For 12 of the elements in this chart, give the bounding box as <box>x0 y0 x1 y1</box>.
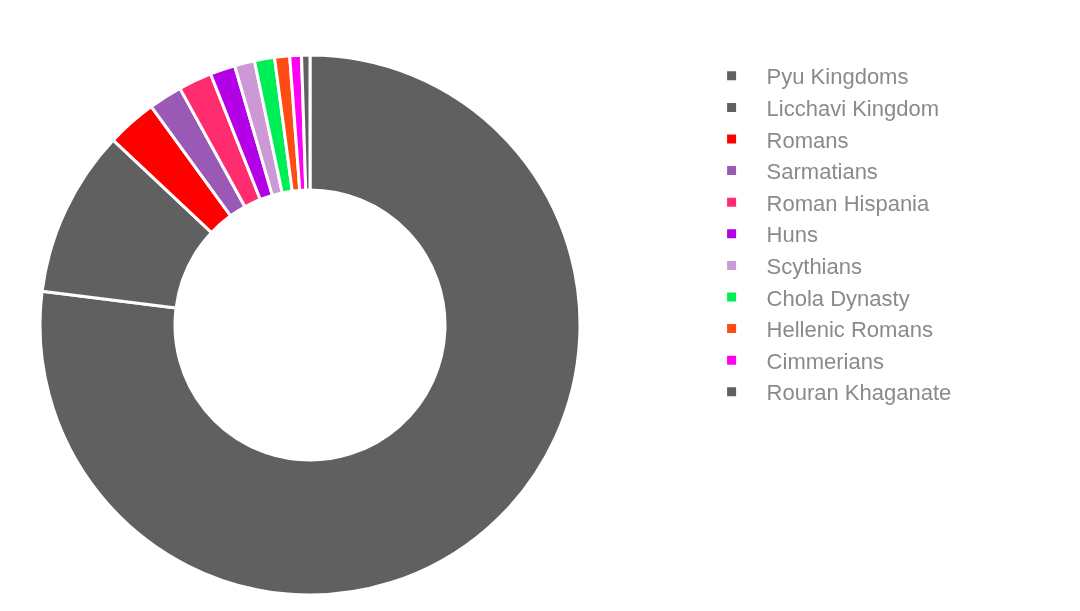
legend-label: Pyu Kingdoms <box>766 64 909 90</box>
legend-label: Cimmerians <box>766 348 884 374</box>
legend-label: Rouran Khaganate <box>766 380 952 406</box>
donut-slice <box>38 53 582 597</box>
legend-label: Licchavi Kingdom <box>766 95 940 121</box>
legend-label: Roman Hispania <box>766 190 930 216</box>
legend-label: Hellenic Romans <box>766 317 933 343</box>
legend-label: Sarmatians <box>766 159 878 185</box>
legend-label: Romans <box>766 127 849 153</box>
legend-label: Chola Dynasty <box>766 285 910 311</box>
legend-label: Scythians <box>766 253 862 279</box>
legend-label: Huns <box>766 222 818 248</box>
